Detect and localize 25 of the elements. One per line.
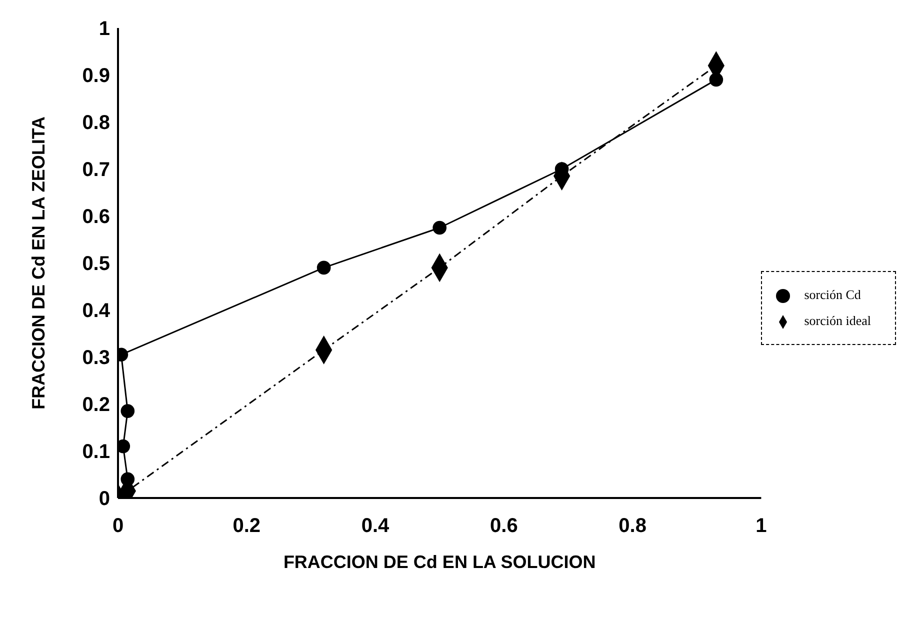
y-tick-label: 0.9: [82, 65, 110, 88]
x-tick-label: 0.8: [618, 515, 646, 538]
y-tick-label: 0: [98, 488, 110, 510]
y-tick-label: 0.6: [82, 206, 110, 228]
y-tick-label: 0.2: [82, 394, 110, 416]
y-tick-label: 0.3: [82, 347, 110, 370]
y-tick-label: 0.1: [82, 441, 110, 464]
legend-label: sorción ideal: [804, 313, 871, 328]
legend-label: sorción Cd: [804, 287, 861, 302]
point: [432, 220, 447, 235]
y-tick-label: 0.5: [82, 253, 110, 276]
x-tick-label: 1: [756, 515, 767, 538]
y-axis-title: FRACCION DE Cd EN LA ZEOLITA: [28, 116, 48, 410]
x-axis-title: FRACCION DE Cd EN LA SOLUCION: [283, 552, 596, 572]
point: [120, 404, 135, 418]
point: [316, 260, 331, 275]
x-tick-label: 0.4: [361, 515, 390, 538]
y-tick-label: 1: [98, 18, 110, 40]
x-tick-label: 0.2: [232, 515, 261, 538]
y-tick-label: 0.7: [82, 159, 110, 182]
point: [709, 72, 724, 87]
point: [120, 472, 135, 486]
y-tick-label: 0.8: [82, 112, 110, 134]
y-tick-label: 0.4: [82, 300, 111, 322]
x-tick-label: 0.6: [490, 515, 518, 538]
